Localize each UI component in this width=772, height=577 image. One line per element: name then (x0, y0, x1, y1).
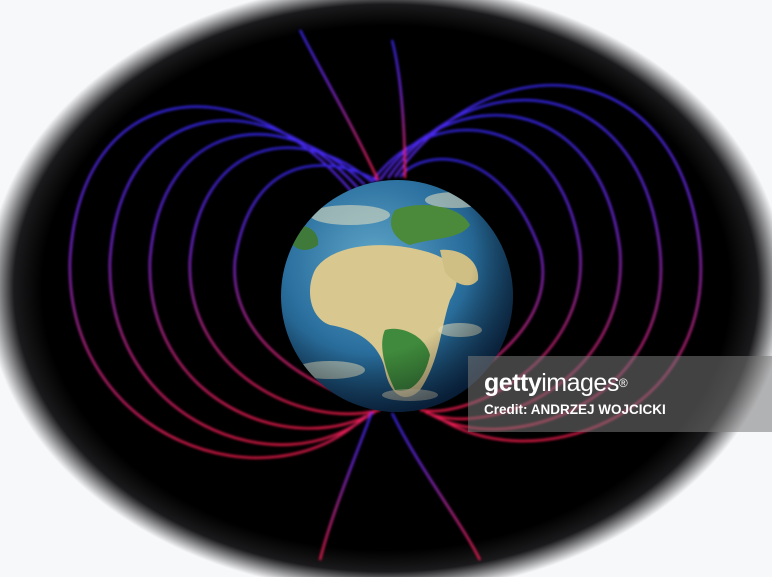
gettyimages-logo: gettyimages® (484, 369, 628, 397)
watermark: gettyimages® Credit: ANDRZEJ WOJCICKI (468, 356, 772, 432)
earth-globe-icon (281, 180, 513, 412)
photo-credit: Credit: ANDRZEJ WOJCICKI (484, 402, 666, 417)
